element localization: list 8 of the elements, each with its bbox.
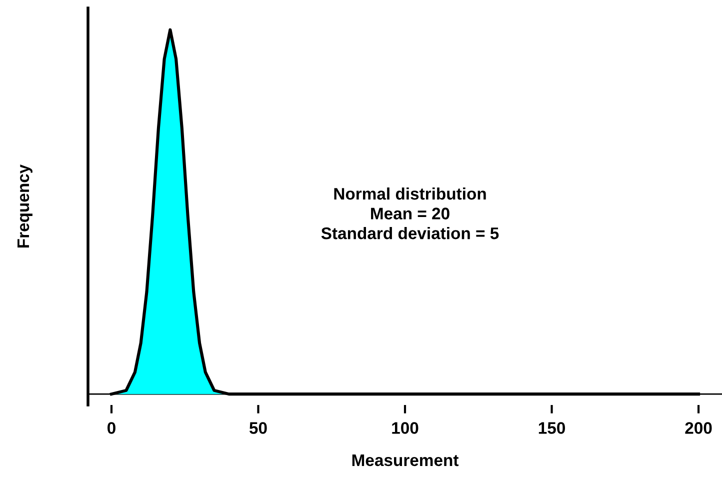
- x-tick-label: 0: [108, 422, 116, 434]
- x-axis-title: Measurement: [352, 454, 459, 466]
- x-tick-label: 50: [249, 422, 267, 434]
- y-axis-title: Frequency: [18, 164, 32, 248]
- x-tick-label: 200: [685, 422, 712, 434]
- annotation: Normal distribution Mean = 20 Standard deviation = 5: [321, 187, 499, 240]
- x-tick-label: 100: [392, 422, 418, 434]
- x-tick-label: 150: [538, 422, 565, 434]
